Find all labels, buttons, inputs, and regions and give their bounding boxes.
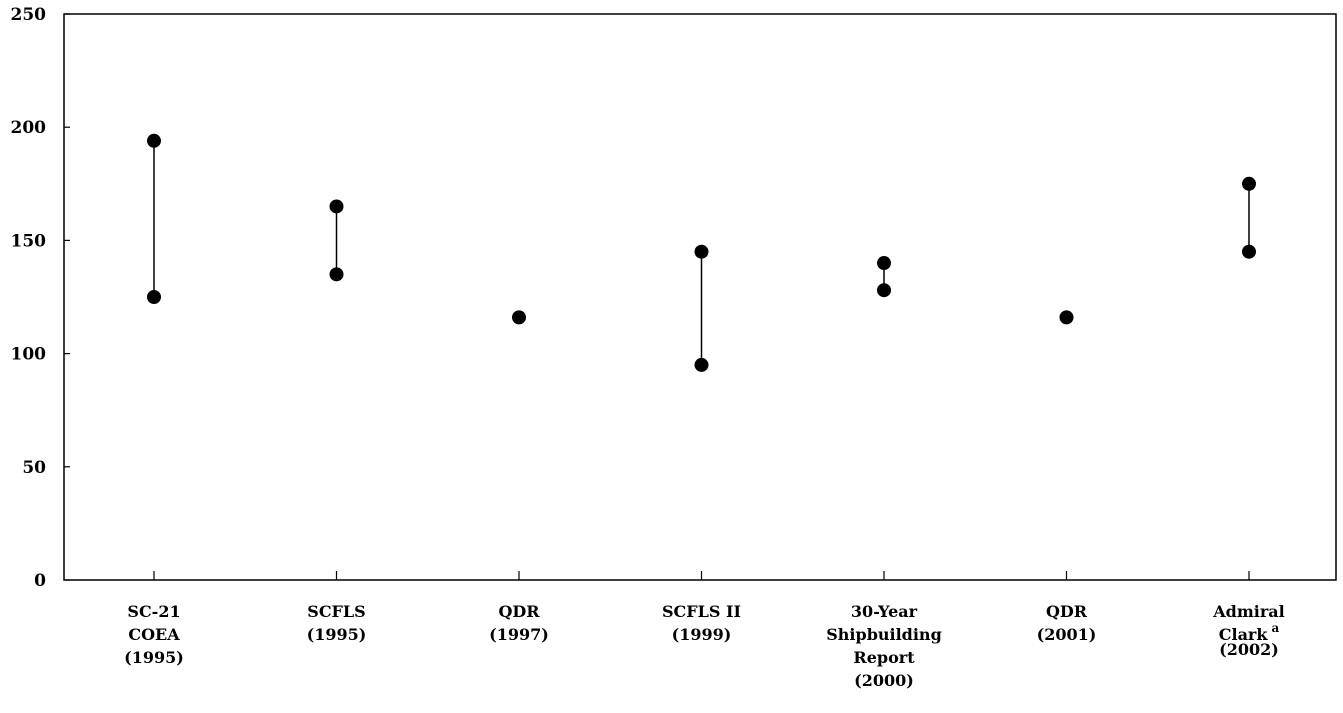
x-tick-label-line: Shipbuilding xyxy=(826,625,942,644)
x-tick-label-line: SC-21 xyxy=(127,602,180,621)
range-high-point xyxy=(1242,176,1256,191)
range-high-point xyxy=(694,244,709,259)
x-tick-label-line: Report xyxy=(853,648,915,667)
x-tick-label-line: SCFLS II xyxy=(662,602,741,621)
x-tick-label: QDR (1997) xyxy=(489,602,549,644)
x-tick-label-line: 30-Year xyxy=(851,602,918,621)
x-tick-label-line: (1997) xyxy=(489,625,549,644)
range-low-point xyxy=(877,283,891,298)
x-tick-label-line: QDR xyxy=(1046,602,1088,621)
x-axis: SC-21 COEA (1995) SCFLS (1995) QDR (1997) SCFLS… xyxy=(124,571,1285,690)
range-low-point xyxy=(1242,244,1256,259)
x-tick-label-line: COEA xyxy=(128,625,180,644)
x-tick-label-line: (2002) xyxy=(1219,640,1279,659)
x-tick-label-line: (2001) xyxy=(1037,625,1097,644)
y-tick-label: 100 xyxy=(11,345,47,365)
range-low-point xyxy=(694,357,709,372)
x-tick-label-line: SCFLS xyxy=(307,602,365,621)
range-single-point xyxy=(1059,310,1074,325)
x-tick-label: Admiral Clark a (2002) xyxy=(1212,602,1284,659)
range-series xyxy=(147,133,1256,372)
range-high-point xyxy=(147,133,161,148)
x-tick-label-line: Admiral xyxy=(1212,602,1284,621)
range-single-point xyxy=(512,310,526,325)
x-tick-label: SC-21 COEA (1995) xyxy=(124,602,184,667)
y-tick-label: 200 xyxy=(11,118,47,138)
range-low-point xyxy=(329,267,344,282)
y-tick-label: 50 xyxy=(22,458,46,478)
x-tick-label-line: (2000) xyxy=(854,671,914,690)
y-tick-label: 150 xyxy=(11,231,47,251)
x-tick-label-line: (1999) xyxy=(672,625,732,644)
x-tick-label-line: (1995) xyxy=(307,625,367,644)
footnote-marker: a xyxy=(1271,621,1279,635)
range-high-point xyxy=(329,199,344,214)
y-axis: 0 50 100 150 200 250 xyxy=(11,5,70,591)
y-tick-label: 250 xyxy=(11,5,47,25)
x-tick-label-line: QDR xyxy=(498,602,540,621)
x-tick-label-line: Clark xyxy=(1219,625,1269,644)
x-tick-label: QDR (2001) xyxy=(1037,602,1097,644)
x-tick-label: SCFLS (1995) xyxy=(307,602,367,644)
x-tick-label: 30-Year Shipbuilding Report (2000) xyxy=(826,602,942,690)
plot-frame xyxy=(63,13,1337,581)
x-tick-label-line: (1995) xyxy=(124,648,184,667)
y-tick-label: 0 xyxy=(34,571,46,591)
range-low-point xyxy=(147,290,161,304)
x-tick-label: SCFLS II (1999) xyxy=(662,602,741,644)
range-high-point xyxy=(877,256,891,271)
